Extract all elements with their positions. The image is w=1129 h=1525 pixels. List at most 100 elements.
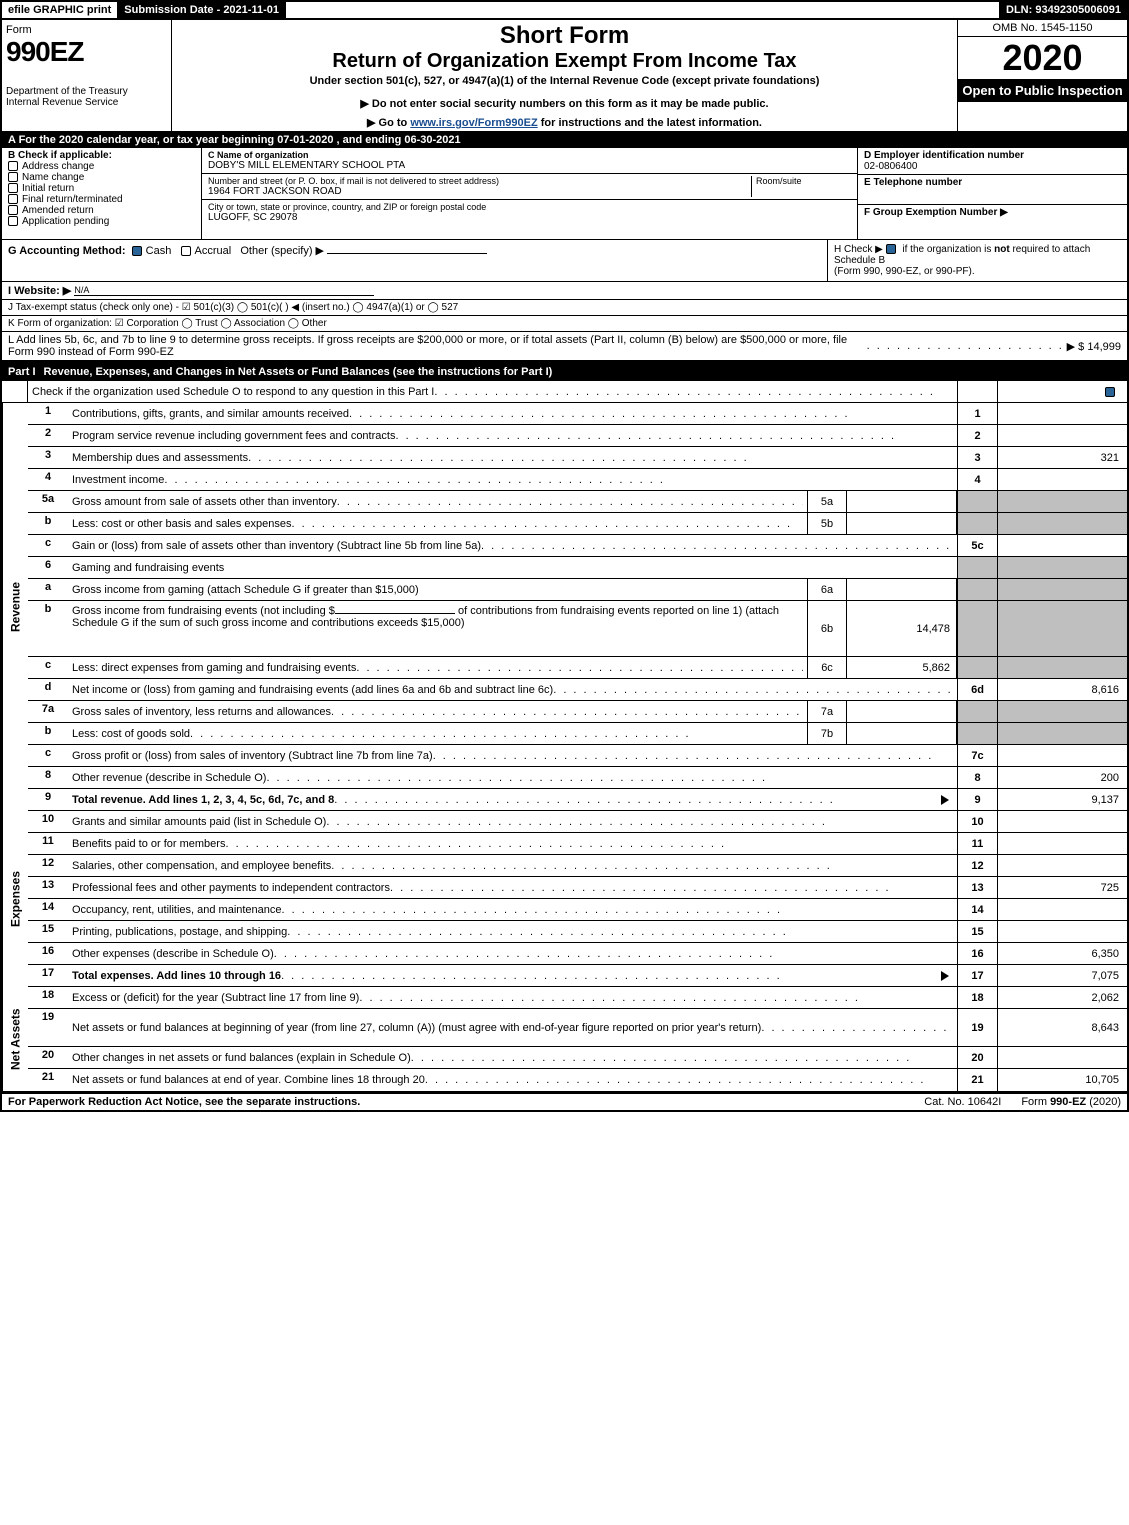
chk-address-change[interactable]: [8, 161, 18, 171]
box-def: D Employer identification number 02-0806…: [857, 148, 1127, 239]
a15: [997, 921, 1127, 942]
city-label: City or town, state or province, country…: [208, 202, 851, 212]
r18: 18: [957, 987, 997, 1008]
n10: 10: [28, 811, 68, 832]
n18: 18: [28, 987, 68, 1008]
e-label: E Telephone number: [864, 177, 1121, 188]
form-number: 990EZ: [6, 36, 167, 68]
chk-final-return[interactable]: [8, 194, 18, 204]
addr-label: Number and street (or P. O. box, if mail…: [208, 176, 751, 186]
a14: [997, 899, 1127, 920]
org-address: 1964 FORT JACKSON ROAD: [208, 186, 751, 197]
l-amount: ▶ $ 14,999: [1067, 340, 1121, 353]
r9: 9: [957, 789, 997, 810]
h-text4: (Form 990, 990-EZ, or 990-PF).: [834, 266, 975, 277]
subtitle: Under section 501(c), 527, or 4947(a)(1)…: [180, 75, 949, 87]
row-h: H Check ▶ if the organization is not req…: [827, 240, 1127, 281]
d12: Salaries, other compensation, and employ…: [72, 860, 331, 872]
a4: [997, 469, 1127, 490]
goto-post: for instructions and the latest informat…: [538, 117, 762, 129]
c-label: C Name of organization: [208, 150, 851, 160]
d3: Membership dues and assessments: [72, 452, 248, 464]
f-label: F Group Exemption Number ▶: [864, 207, 1121, 218]
side-revenue: Revenue: [2, 403, 28, 811]
sa7a: [847, 701, 957, 722]
r8: 8: [957, 767, 997, 788]
goto-link[interactable]: www.irs.gov/Form990EZ: [410, 117, 537, 129]
r16: 16: [957, 943, 997, 964]
part1-check-text: Check if the organization used Schedule …: [32, 386, 434, 398]
s6c: 6c: [807, 657, 847, 678]
chk-application-pending[interactable]: [8, 216, 18, 226]
submission-date: Submission Date - 2021-11-01: [118, 2, 286, 18]
n6b: b: [28, 601, 68, 656]
r21: 21: [957, 1069, 997, 1091]
d11: Benefits paid to or for members: [72, 838, 225, 850]
h-text1: H Check ▶: [834, 244, 883, 255]
n11: 11: [28, 833, 68, 854]
d6b1: Gross income from fundraising events (no…: [72, 605, 335, 617]
n7c: c: [28, 745, 68, 766]
a19: 8,643: [997, 1009, 1127, 1046]
box-b: B Check if applicable: Address change Na…: [2, 148, 202, 239]
a3: 321: [997, 447, 1127, 468]
n15: 15: [28, 921, 68, 942]
chk-h[interactable]: [886, 244, 896, 254]
d6: Gaming and fundraising events: [72, 562, 224, 574]
form-ref-post: (2020): [1086, 1096, 1121, 1108]
a18: 2,062: [997, 987, 1127, 1008]
n6: 6: [28, 557, 68, 578]
efile-print[interactable]: efile GRAPHIC print: [2, 2, 118, 18]
a11: [997, 833, 1127, 854]
a13: 725: [997, 877, 1127, 898]
a16: 6,350: [997, 943, 1127, 964]
cat-no: Cat. No. 10642I: [904, 1096, 1021, 1108]
d20: Other changes in net assets or fund bala…: [72, 1052, 411, 1064]
n20: 20: [28, 1047, 68, 1068]
form-ref-pre: Form: [1021, 1096, 1050, 1108]
dept-treasury: Department of the Treasury: [6, 86, 167, 97]
chk-name-change[interactable]: [8, 172, 18, 182]
s7b: 7b: [807, 723, 847, 744]
short-form-title: Short Form: [180, 22, 949, 50]
box-c: C Name of organization DOBY'S MILL ELEME…: [202, 148, 857, 239]
topbar-spacer: [286, 2, 1000, 18]
chk-schedule-o[interactable]: [1105, 387, 1115, 397]
sa5b: [847, 513, 957, 534]
r19: 19: [957, 1009, 997, 1046]
r12: 12: [957, 855, 997, 876]
d15: Printing, publications, postage, and shi…: [72, 926, 287, 938]
room-suite-label: Room/suite: [751, 176, 851, 197]
n1: 1: [28, 403, 68, 424]
d16: Other expenses (describe in Schedule O): [72, 948, 274, 960]
r7c: 7c: [957, 745, 997, 766]
d18: Excess or (deficit) for the year (Subtra…: [72, 992, 359, 1004]
form-ref-form: 990-EZ: [1050, 1096, 1086, 1108]
part1-title: Revenue, Expenses, and Changes in Net As…: [44, 366, 553, 378]
org-city: LUGOFF, SC 29078: [208, 212, 851, 223]
d7b: Less: cost of goods sold: [72, 728, 190, 740]
opt-amended-return: Amended return: [22, 205, 94, 216]
n6a: a: [28, 579, 68, 600]
ssn-warning: ▶ Do not enter social security numbers o…: [180, 97, 949, 110]
d5b: Less: cost or other basis and sales expe…: [72, 518, 292, 530]
r5c: 5c: [957, 535, 997, 556]
g-accrual: Accrual: [195, 245, 232, 257]
form-header: Form 990EZ Department of the Treasury In…: [0, 20, 1129, 132]
d6d: Net income or (loss) from gaming and fun…: [72, 684, 553, 696]
s6a: 6a: [807, 579, 847, 600]
a20: [997, 1047, 1127, 1068]
part1-label: Part I: [8, 366, 44, 378]
sa6b: 14,478: [847, 601, 957, 656]
org-name: DOBY'S MILL ELEMENTARY SCHOOL PTA: [208, 160, 851, 171]
chk-cash[interactable]: [132, 246, 142, 256]
chk-initial-return[interactable]: [8, 183, 18, 193]
d1: Contributions, gifts, grants, and simila…: [72, 408, 349, 420]
d-label: D Employer identification number: [864, 150, 1121, 161]
a9: 9,137: [997, 789, 1127, 810]
chk-accrual[interactable]: [181, 246, 191, 256]
n14: 14: [28, 899, 68, 920]
g-other: Other (specify) ▶: [240, 245, 324, 257]
d21: Net assets or fund balances at end of ye…: [72, 1074, 425, 1086]
chk-amended-return[interactable]: [8, 205, 18, 215]
